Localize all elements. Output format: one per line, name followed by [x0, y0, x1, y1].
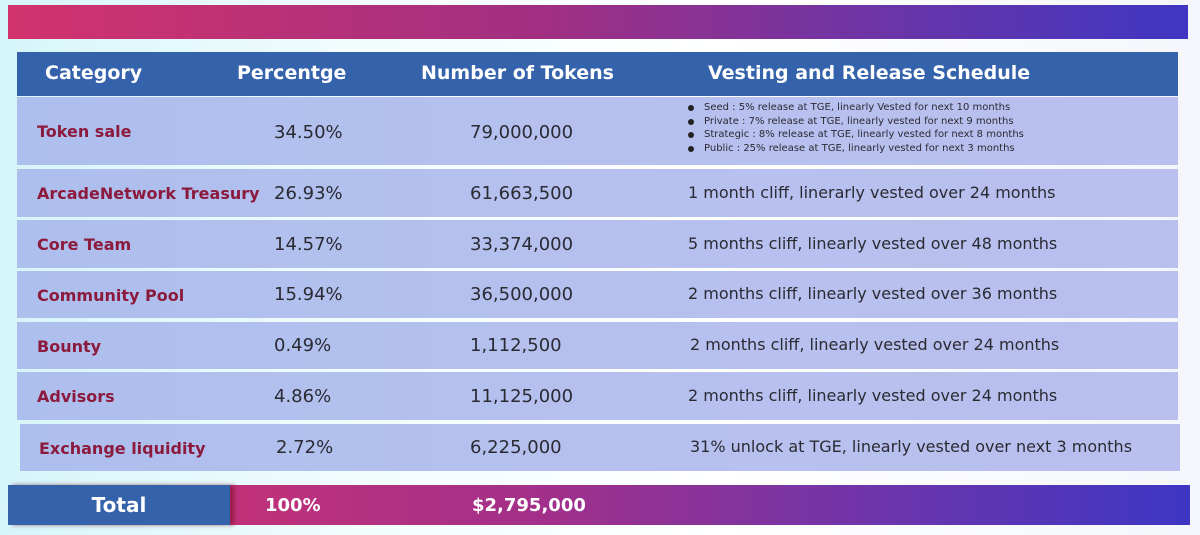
tokens: 36,500,000 [470, 284, 574, 305]
percentage: 2.72% [276, 437, 334, 458]
vesting: 2 months cliff, linearly vested over 36 … [688, 284, 1058, 303]
vesting: 2 months cliff, linearly vested over 24 … [688, 386, 1058, 405]
category: Core Team [37, 235, 132, 254]
tokens: 1,112,500 [470, 335, 562, 356]
vesting: 5 months cliff, linearly vested over 48 … [688, 234, 1058, 253]
percentage: 34.50% [274, 122, 343, 143]
tokens: 33,374,000 [470, 234, 574, 255]
total-row: Total 100% $2,795,000 [8, 485, 1190, 525]
percentage: 26.93% [274, 183, 343, 204]
percentage: 0.49% [274, 335, 332, 356]
category: Advisors [37, 387, 115, 406]
vesting-item: Seed : 5% release at TGE, linearly Veste… [687, 101, 1024, 115]
tokens: 61,663,500 [470, 183, 574, 204]
tokens: 79,000,000 [470, 122, 574, 143]
table-header: Category Percentge Number of Tokens Vest… [17, 52, 1178, 96]
header-percentage: Percentge [237, 62, 347, 84]
category: ArcadeNetwork Treasury [37, 184, 260, 203]
vesting-item: Public : 25% release at TGE, linearly ve… [687, 142, 1024, 156]
vesting: 1 month cliff, linerarly vested over 24 … [688, 183, 1056, 202]
percentage: 4.86% [274, 386, 332, 407]
header-category: Category [45, 62, 143, 84]
tokens: 11,125,000 [470, 386, 574, 407]
top-banner [8, 5, 1188, 39]
total-percentage: 100% [265, 495, 321, 516]
table-row: Token sale 34.50% 79,000,000 Seed : 5% r… [17, 97, 1178, 165]
vesting-item: Strategic : 8% release at TGE, linearly … [687, 128, 1024, 142]
table-row: Core Team 14.57% 33,374,000 5 months cli… [17, 220, 1178, 268]
table-row: Community Pool 15.94% 36,500,000 2 month… [17, 271, 1178, 318]
category: Exchange liquidity [39, 439, 206, 458]
percentage: 15.94% [274, 284, 343, 305]
table-row: Bounty 0.49% 1,112,500 2 months cliff, l… [17, 322, 1178, 369]
category: Bounty [37, 337, 102, 356]
vesting-list: Seed : 5% release at TGE, linearly Veste… [687, 101, 1024, 155]
table-row: ArcadeNetwork Treasury 26.93% 61,663,500… [17, 169, 1178, 217]
total-label: Total [8, 485, 230, 525]
header-vesting: Vesting and Release Schedule [708, 62, 1031, 84]
total-tokens: $2,795,000 [472, 495, 586, 516]
category: Token sale [37, 122, 132, 141]
vesting: 31% unlock at TGE, linearly vested over … [690, 437, 1133, 456]
table-row: Advisors 4.86% 11,125,000 2 months cliff… [17, 372, 1178, 420]
header-tokens: Number of Tokens [421, 62, 614, 84]
percentage: 14.57% [274, 234, 343, 255]
tokens: 6,225,000 [470, 437, 562, 458]
vesting-item: Private : 7% release at TGE, linearly ve… [687, 115, 1024, 129]
table-row: Exchange liquidity 2.72% 6,225,000 31% u… [20, 424, 1180, 471]
category: Community Pool [37, 286, 185, 305]
vesting: 2 months cliff, linearly vested over 24 … [690, 335, 1060, 354]
